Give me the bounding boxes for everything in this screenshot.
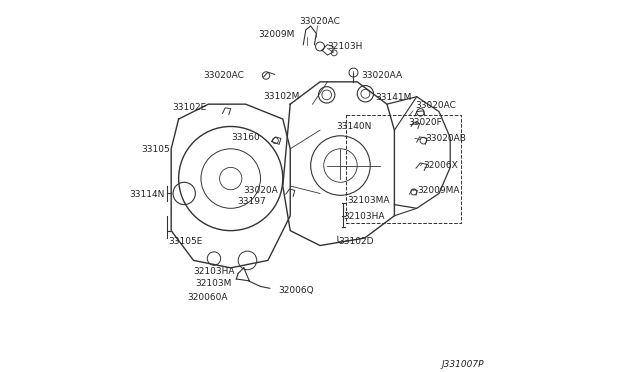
- Text: 32009MA: 32009MA: [417, 186, 460, 195]
- Text: 33020AC: 33020AC: [415, 101, 456, 110]
- Text: 33102E: 33102E: [172, 103, 207, 112]
- Text: 33020A: 33020A: [244, 186, 278, 195]
- Text: J331007P: J331007P: [441, 360, 484, 369]
- Text: 32103M: 32103M: [195, 279, 232, 288]
- Text: 33105: 33105: [141, 145, 170, 154]
- Text: 33197: 33197: [237, 197, 266, 206]
- Text: 32103HA: 32103HA: [194, 267, 235, 276]
- Text: 32006Q: 32006Q: [278, 286, 314, 295]
- Text: 32009M: 32009M: [259, 31, 294, 39]
- Text: 320060A: 320060A: [188, 293, 228, 302]
- Text: 33140N: 33140N: [337, 122, 372, 131]
- Text: 33020F: 33020F: [408, 118, 442, 126]
- Text: 33020AB: 33020AB: [425, 134, 466, 143]
- Text: 33141M: 33141M: [375, 93, 412, 102]
- Text: 33102M: 33102M: [263, 92, 299, 101]
- Text: 33102D: 33102D: [339, 237, 374, 246]
- Text: 33020AC: 33020AC: [300, 17, 340, 26]
- Text: 33020AA: 33020AA: [361, 71, 402, 80]
- Text: 33160: 33160: [232, 133, 260, 142]
- Text: 32103HA: 32103HA: [343, 212, 385, 221]
- Text: 32103MA: 32103MA: [347, 196, 389, 205]
- Text: 32006X: 32006X: [424, 161, 458, 170]
- Text: 32103H: 32103H: [328, 42, 363, 51]
- Text: 33105E: 33105E: [168, 237, 203, 246]
- Text: 33020AC: 33020AC: [204, 71, 244, 80]
- Text: 33114N: 33114N: [129, 190, 164, 199]
